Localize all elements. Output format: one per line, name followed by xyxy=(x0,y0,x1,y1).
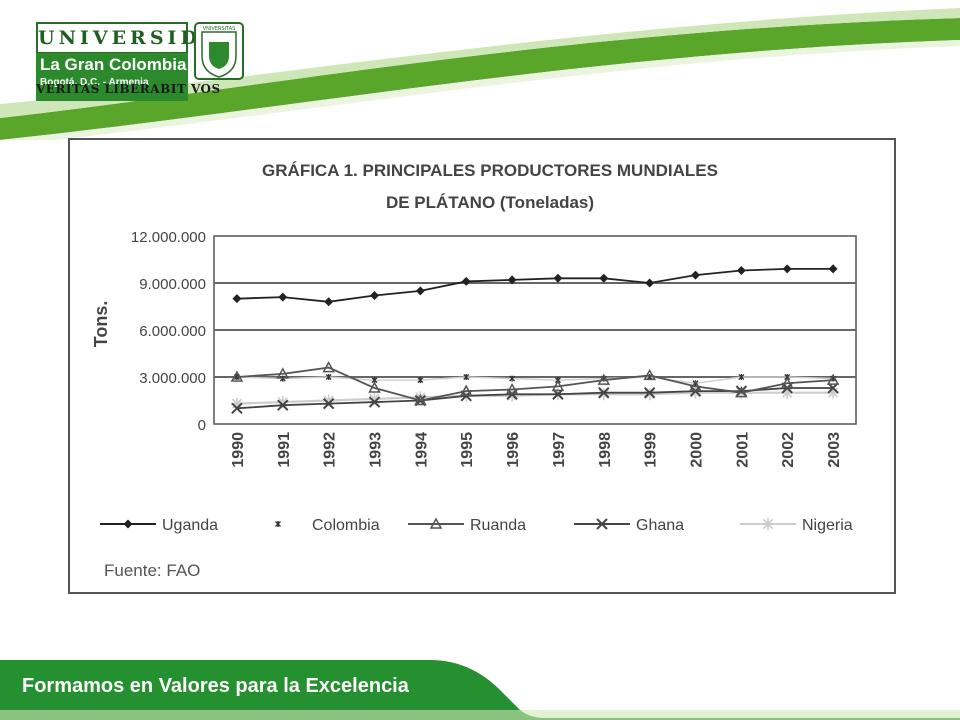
data-point-ruanda xyxy=(689,379,702,392)
data-point-nigeria xyxy=(643,388,656,401)
data-point-uganda xyxy=(324,297,334,307)
data-point-uganda xyxy=(278,292,288,302)
legend-marker-colombia xyxy=(275,521,281,527)
data-point-nigeria xyxy=(230,397,243,410)
data-point-nigeria xyxy=(414,391,427,404)
data-point-uganda xyxy=(828,264,838,274)
data-point-nigeria xyxy=(368,392,381,405)
data-point-ghana xyxy=(231,402,243,415)
x-tick-label: 1991 xyxy=(276,432,293,468)
data-point-ghana xyxy=(598,386,610,399)
footer-band xyxy=(0,660,960,720)
header-swoosh xyxy=(0,8,960,140)
series-line-ruanda xyxy=(236,366,834,402)
x-tick-label: 1993 xyxy=(368,432,385,468)
data-point-uganda xyxy=(553,273,563,283)
data-point-uganda xyxy=(736,265,746,275)
data-point-ruanda xyxy=(735,386,748,398)
data-point-ruanda xyxy=(826,373,840,385)
legend-label-nigeria: Nigeria xyxy=(802,517,853,534)
data-point-ruanda xyxy=(597,373,611,385)
y-tick-label: 0 xyxy=(198,417,206,434)
logo-motto: VERITAS LIBERABIT VOS xyxy=(36,82,221,96)
data-point-ruanda xyxy=(780,376,794,389)
data-point-nigeria xyxy=(781,386,794,399)
data-point-nigeria xyxy=(689,386,702,399)
footer-slogan: Formamos en Valores para la Excelencia xyxy=(22,675,409,697)
y-tick-label: 12.000.000 xyxy=(131,229,206,246)
data-point-colombia xyxy=(325,374,332,380)
data-point-nigeria xyxy=(322,394,335,407)
x-tick-label: 2000 xyxy=(689,432,706,468)
logo-wordmark: UNIVERSIDAD xyxy=(36,22,236,54)
production-chart: GRÁFICA 1. PRINCIPALES PRODUCTORES MUNDI… xyxy=(91,161,857,580)
data-point-uganda xyxy=(507,275,517,285)
x-tick-label: 1999 xyxy=(643,432,660,468)
data-point-ruanda xyxy=(276,367,290,379)
chart-title: GRÁFICA 1. PRINCIPALES PRODUCTORES MUNDI… xyxy=(262,161,718,180)
legend-marker-nigeria xyxy=(762,518,774,530)
legend-marker-uganda xyxy=(123,519,133,529)
data-point-uganda xyxy=(782,264,792,274)
logo-band: La Gran Colombia Bogotá, D.C. - Armenia xyxy=(36,53,188,101)
svg-text:VNIVERSITAS: VNIVERSITAS xyxy=(203,26,236,32)
data-point-ghana xyxy=(368,396,381,408)
x-tick-label: 1998 xyxy=(597,432,614,468)
chart-subtitle: DE PLÁTANO (Toneladas) xyxy=(386,193,594,212)
university-logo: UNIVERSIDAD La Gran Colombia Bogotá, D.C… xyxy=(36,22,246,101)
data-point-ruanda xyxy=(322,361,335,373)
data-point-uganda xyxy=(599,273,609,283)
y-tick-label: 9.000.000 xyxy=(139,276,206,293)
x-tick-label: 2002 xyxy=(780,432,797,468)
chart-source: Fuente: FAO xyxy=(104,561,200,580)
chart-frame: GRÁFICA 1. PRINCIPALES PRODUCTORES MUNDI… xyxy=(68,138,896,594)
logo-city: Bogotá, D.C. - Armenia xyxy=(40,77,149,88)
data-point-uganda xyxy=(461,276,471,286)
series-line-uganda xyxy=(236,267,834,303)
data-point-nigeria xyxy=(597,388,610,401)
data-point-colombia xyxy=(417,377,424,384)
x-tick-label: 1992 xyxy=(322,432,339,468)
legend-marker-ghana xyxy=(596,518,608,530)
x-tick-label: 2003 xyxy=(826,432,843,468)
logo-name: La Gran Colombia xyxy=(40,55,187,74)
data-point-ruanda xyxy=(459,384,473,396)
data-point-uganda xyxy=(691,270,700,280)
x-tick-label: 1990 xyxy=(230,432,247,468)
y-tick-label: 3.000.000 xyxy=(139,370,206,387)
data-point-nigeria xyxy=(276,396,289,409)
legend-label-colombia: Colombia xyxy=(312,517,380,534)
university-seal-icon: VNIVERSITAS xyxy=(194,22,244,80)
legend-label-uganda: Uganda xyxy=(162,517,218,534)
x-tick-label: 1995 xyxy=(459,432,476,468)
data-point-uganda xyxy=(370,291,379,301)
x-tick-label: 1996 xyxy=(505,432,522,468)
data-point-uganda xyxy=(645,278,655,288)
data-point-ruanda xyxy=(551,379,565,392)
legend-label-ghana: Ghana xyxy=(636,517,684,534)
data-point-ruanda xyxy=(368,381,381,393)
data-point-colombia xyxy=(463,374,470,380)
data-point-ruanda xyxy=(505,382,519,395)
data-point-ruanda xyxy=(643,368,656,381)
data-point-colombia xyxy=(738,374,745,380)
x-tick-label: 2001 xyxy=(734,432,751,468)
x-tick-label: 1997 xyxy=(551,432,568,468)
data-point-colombia xyxy=(509,375,516,382)
legend-label-ruanda: Ruanda xyxy=(470,517,526,534)
data-point-ghana xyxy=(277,399,289,411)
data-point-uganda xyxy=(415,286,425,296)
x-tick-label: 1994 xyxy=(413,432,430,468)
data-point-ruanda xyxy=(414,393,427,406)
data-point-ruanda xyxy=(230,370,244,382)
data-point-ghana xyxy=(322,397,335,410)
legend-marker-ruanda xyxy=(429,517,443,529)
data-point-uganda xyxy=(232,294,242,304)
data-point-nigeria xyxy=(827,386,840,399)
series-line-colombia xyxy=(236,376,834,384)
data-point-ghana xyxy=(643,386,656,399)
y-tick-label: 6.000.000 xyxy=(139,323,206,340)
data-point-nigeria xyxy=(506,389,519,402)
y-axis-label: Tons. xyxy=(91,301,111,348)
